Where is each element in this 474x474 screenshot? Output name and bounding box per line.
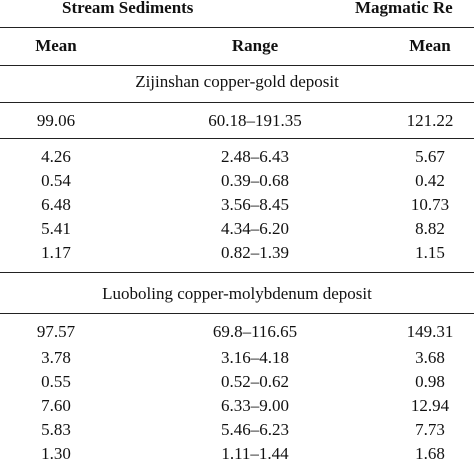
- cell-mean-2: 7.73: [415, 420, 445, 439]
- cell-range: 2.48–6.43: [221, 147, 289, 166]
- cell-mean: 1.30: [41, 444, 71, 463]
- cell-mean-2: 0.98: [415, 372, 445, 391]
- cell-mean-2: 8.82: [415, 219, 445, 238]
- column-header-range: Range: [231, 36, 279, 55]
- section-title: Zijinshan copper-gold deposit: [135, 72, 339, 91]
- cell-range: 3.56–8.45: [221, 195, 289, 214]
- cell-mean-2: 149.31: [406, 322, 454, 341]
- header-rule: [0, 27, 474, 28]
- group-header-stream-sediments: Stream Sediments: [62, 0, 194, 17]
- cell-range: 5.46–6.23: [221, 420, 289, 439]
- group-header-magmatic: Magmatic Re: [355, 0, 453, 17]
- cell-range: 60.18–191.35: [208, 111, 302, 130]
- cell-mean: 97.57: [36, 322, 76, 341]
- cell-mean: 6.48: [41, 195, 71, 214]
- cell-mean-2: 12.94: [410, 396, 450, 415]
- cell-range: 69.8–116.65: [212, 322, 298, 341]
- row-rule: [0, 138, 474, 139]
- cell-mean-2: 1.15: [415, 243, 445, 262]
- cell-mean: 7.60: [41, 396, 71, 415]
- section-rule: [0, 313, 474, 314]
- column-header-mean: Mean: [35, 36, 77, 55]
- cell-mean: 3.78: [41, 348, 71, 367]
- column-header-rule: [0, 65, 474, 66]
- cell-mean-2: 0.42: [415, 171, 445, 190]
- cell-range: 0.52–0.62: [221, 372, 289, 391]
- cell-mean: 5.83: [41, 420, 71, 439]
- cell-mean-2: 3.68: [415, 348, 445, 367]
- cell-mean-2: 10.73: [410, 195, 450, 214]
- section-title: Luoboling copper-molybdenum deposit: [102, 284, 372, 303]
- cell-range: 4.34–6.20: [221, 219, 289, 238]
- cell-range: 3.16–4.18: [221, 348, 289, 367]
- section-rule: [0, 102, 474, 103]
- cell-mean-2: 121.22: [406, 111, 454, 130]
- cell-mean: 0.55: [41, 372, 71, 391]
- column-header-mean-2: Mean: [409, 36, 451, 55]
- cell-range: 0.82–1.39: [221, 243, 289, 262]
- section-rule: [0, 272, 474, 273]
- cell-mean: 1.17: [41, 243, 71, 262]
- cell-range: 1.11–1.44: [221, 444, 289, 463]
- cell-range: 0.39–0.68: [221, 171, 289, 190]
- cell-mean-2: 1.68: [415, 444, 445, 463]
- cell-mean: 4.26: [41, 147, 71, 166]
- cell-mean-2: 5.67: [415, 147, 445, 166]
- cell-mean: 5.41: [41, 219, 71, 238]
- cell-mean: 0.54: [41, 171, 71, 190]
- cell-mean: 99.06: [36, 111, 76, 130]
- cell-range: 6.33–9.00: [221, 396, 289, 415]
